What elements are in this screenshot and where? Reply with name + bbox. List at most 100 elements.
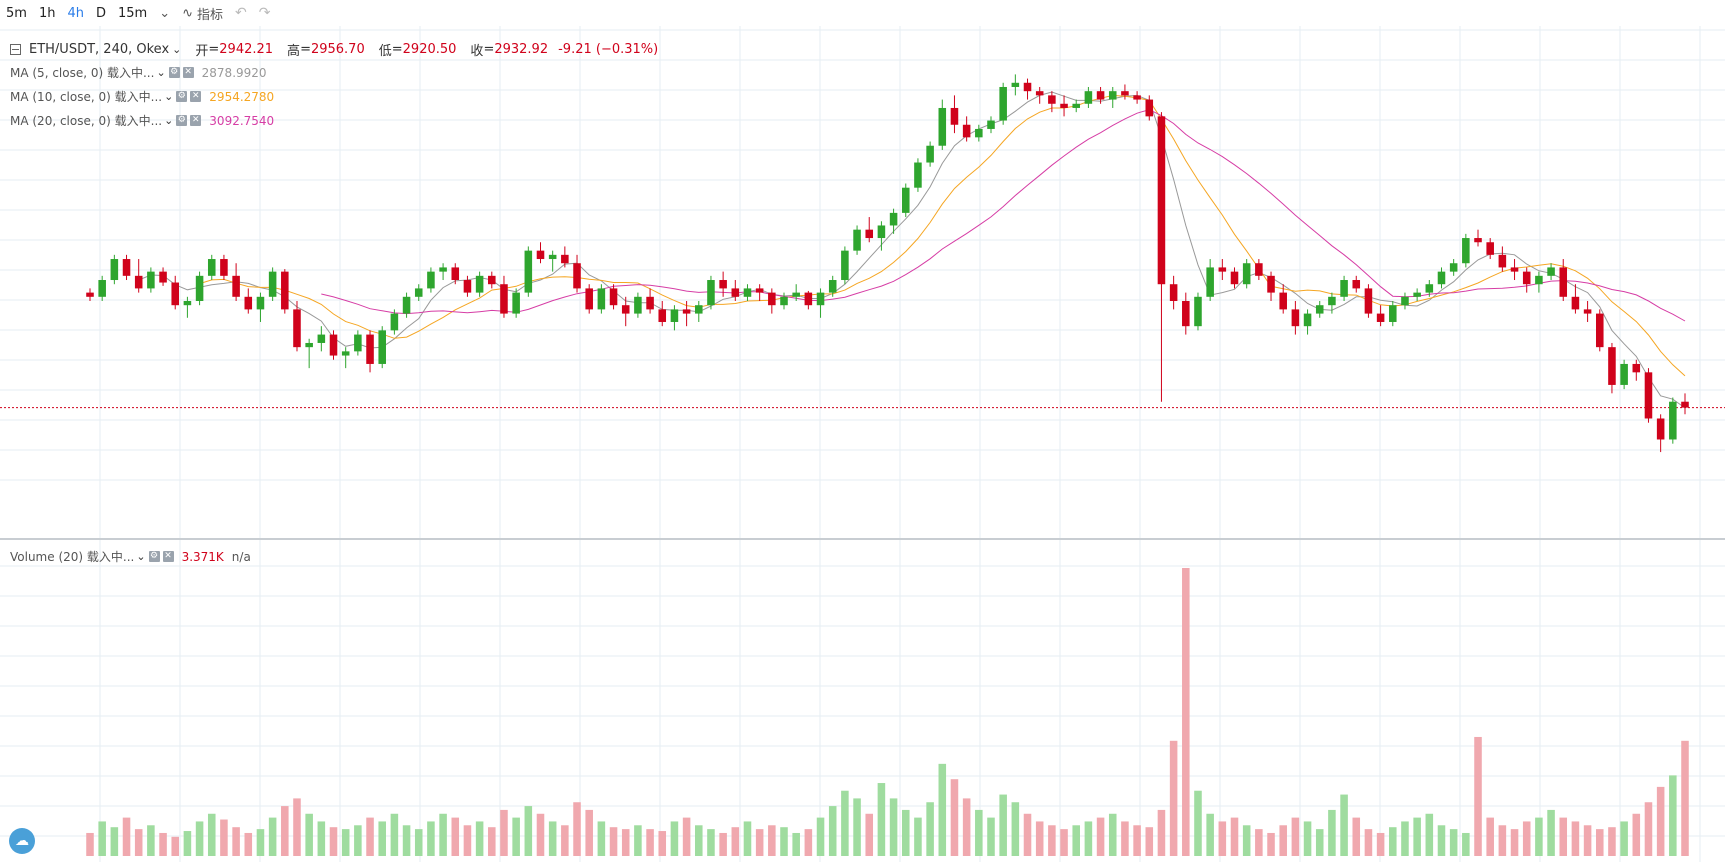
logo-icon[interactable]: ☁ bbox=[9, 828, 35, 854]
volume-bar bbox=[1169, 740, 1178, 856]
chevron-down-icon[interactable]: ⌄ bbox=[164, 90, 174, 103]
candle-body bbox=[1389, 305, 1397, 322]
settings-icon[interactable]: ⚙ bbox=[176, 91, 188, 102]
candle-body bbox=[134, 275, 143, 289]
candle-body bbox=[609, 288, 618, 306]
volume-bar bbox=[475, 821, 484, 856]
redo-icon[interactable]: ↷ bbox=[258, 5, 271, 21]
chevron-down-icon[interactable]: ⌄ bbox=[136, 550, 146, 563]
candle-body bbox=[256, 296, 265, 310]
symbol-label[interactable]: ETH/USDT, 240, Okex bbox=[29, 42, 170, 57]
chevron-down-icon[interactable]: ⌄ bbox=[156, 66, 166, 79]
close-icon[interactable]: ✕ bbox=[182, 67, 194, 78]
close-icon[interactable]: ✕ bbox=[162, 551, 174, 562]
volume-bar bbox=[1401, 821, 1409, 856]
open-label: 开 bbox=[195, 44, 209, 59]
chart-area[interactable]: ETH/USDT, 240, Okex ⌄ 开 = 2942.21 高 = 2956.7… bbox=[0, 26, 1725, 862]
candle-body bbox=[1401, 296, 1409, 306]
volume-bar bbox=[1303, 821, 1312, 856]
candle-body bbox=[1096, 91, 1105, 100]
ma5-label[interactable]: MA (5, close, 0) 载入中... bbox=[10, 66, 155, 80]
ma-line-20 bbox=[321, 109, 1686, 322]
close-icon[interactable]: ✕ bbox=[190, 115, 202, 126]
undo-icon[interactable]: ↶ bbox=[235, 5, 247, 21]
open-value: 2942.21 bbox=[219, 42, 274, 57]
volume-bar bbox=[889, 798, 898, 856]
volume-bar bbox=[1462, 832, 1470, 856]
ma10-legend: MA (10, close, 0) 载入中... ⌄ ⚙ ✕ 2954.2780 bbox=[10, 88, 274, 105]
timeframe-15m[interactable]: 15m bbox=[117, 5, 148, 21]
volume-bar bbox=[780, 827, 788, 856]
candle-body bbox=[1133, 95, 1141, 100]
candle-body bbox=[987, 120, 995, 129]
candle-body bbox=[1194, 296, 1202, 327]
eq: = bbox=[208, 42, 220, 57]
candle-body bbox=[1157, 116, 1166, 285]
volume-bar bbox=[755, 829, 764, 856]
indicators-button[interactable]: ∿ 指标 bbox=[176, 4, 229, 23]
ma20-label[interactable]: MA (20, close, 0) 载入中... bbox=[10, 114, 163, 128]
volume-bar bbox=[1498, 825, 1507, 856]
volume-bar bbox=[1376, 832, 1385, 856]
volume-bar bbox=[1389, 827, 1397, 856]
candle-body bbox=[317, 334, 326, 343]
volume-bar bbox=[341, 829, 350, 856]
volume-bar bbox=[828, 806, 837, 856]
volume-bar bbox=[804, 829, 813, 856]
indicator-icon: ∿ bbox=[182, 5, 194, 21]
candle-body bbox=[853, 229, 861, 251]
volume-bar bbox=[1535, 817, 1543, 856]
close-icon[interactable]: ✕ bbox=[190, 91, 202, 102]
volume-bar bbox=[1656, 786, 1665, 856]
settings-icon[interactable]: ⚙ bbox=[168, 67, 180, 78]
timeframe-1h[interactable]: 1h bbox=[38, 5, 56, 21]
volume-bar bbox=[1449, 829, 1458, 856]
candle-body bbox=[1364, 288, 1373, 314]
candle-body bbox=[475, 275, 484, 293]
candle-body bbox=[1218, 267, 1227, 272]
candle-body bbox=[1535, 275, 1543, 285]
chevron-down-icon[interactable]: ⌄ bbox=[172, 43, 182, 56]
volume-bar bbox=[682, 817, 691, 856]
candle-body bbox=[1510, 267, 1519, 272]
candle-body bbox=[950, 107, 959, 125]
candle-body bbox=[366, 334, 374, 364]
candle-body bbox=[938, 107, 947, 146]
timeframe-4h[interactable]: 4h bbox=[67, 5, 84, 21]
candle-body bbox=[975, 128, 983, 138]
candle-body bbox=[122, 259, 131, 276]
timeframe-5m[interactable]: 5m bbox=[6, 5, 27, 21]
candle-body bbox=[1108, 91, 1117, 100]
chevron-down-icon[interactable]: ⌄ bbox=[159, 5, 171, 21]
ma5-value: 2878.9920 bbox=[201, 65, 267, 80]
candle-body bbox=[573, 263, 581, 289]
volume-bar bbox=[1121, 821, 1129, 856]
candle-body bbox=[1255, 263, 1263, 276]
candle-body bbox=[293, 309, 301, 348]
chevron-down-icon[interactable]: ⌄ bbox=[164, 114, 174, 127]
volume-bar bbox=[1547, 809, 1555, 856]
candle-body bbox=[1559, 267, 1568, 297]
timeframe-d[interactable]: D bbox=[95, 5, 106, 21]
eq: = bbox=[300, 42, 311, 57]
volume-bar bbox=[281, 806, 289, 856]
candle-body bbox=[110, 259, 119, 281]
volume-bar bbox=[1364, 829, 1373, 856]
candle-body bbox=[1498, 254, 1507, 268]
volume-bar bbox=[232, 827, 240, 856]
ma10-value: 2954.2780 bbox=[209, 89, 275, 104]
volume-bar bbox=[463, 825, 472, 856]
volume-label[interactable]: Volume (20) 载入中... bbox=[10, 550, 135, 564]
chart-svg[interactable] bbox=[0, 26, 1725, 862]
settings-icon[interactable]: ⚙ bbox=[176, 115, 188, 126]
ma10-label[interactable]: MA (10, close, 0) 载入中... bbox=[10, 90, 163, 104]
volume-bar bbox=[1608, 827, 1616, 856]
volume-bar bbox=[439, 813, 447, 856]
candle-body bbox=[414, 288, 423, 297]
volume-bar bbox=[1425, 813, 1434, 856]
settings-icon[interactable]: ⚙ bbox=[148, 551, 160, 562]
candle-body bbox=[914, 162, 922, 188]
candle-body bbox=[1060, 103, 1068, 108]
collapse-icon[interactable] bbox=[10, 44, 21, 55]
candle-body bbox=[1644, 372, 1653, 419]
